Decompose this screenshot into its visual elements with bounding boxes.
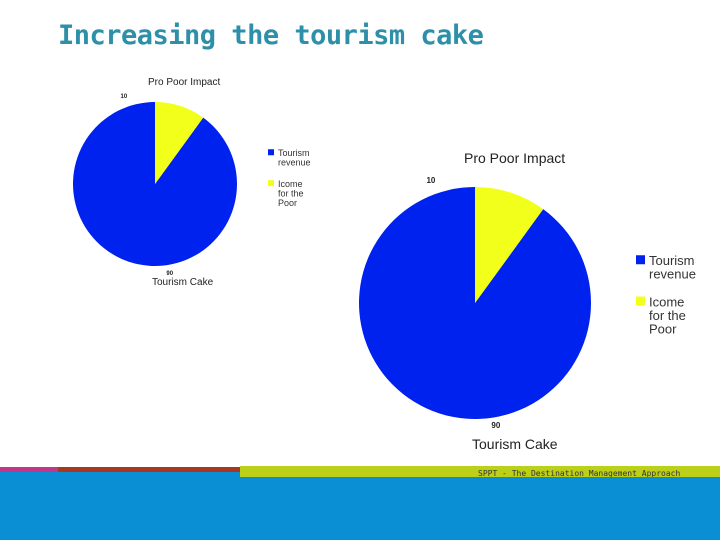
pie-chart-large: Pro Poor Impact 90 10 Tourism Cake Tourismre…	[359, 150, 696, 452]
pie-chart-small: Pro Poor Impact 90 10 Tourism Cake Tourismre…	[72, 77, 311, 288]
large-pie-xlabel: Tourism Cake	[472, 436, 558, 452]
large-pie-legend-label-1: for the	[649, 308, 686, 323]
slide-title: Increasing the tourism cake	[58, 20, 484, 51]
large-pie-title: Pro Poor Impact	[464, 150, 565, 166]
small-pie-slice-0	[72, 102, 237, 266]
footer-stripe-pink	[0, 467, 58, 472]
large-pie-legend-label-1: Poor	[649, 322, 677, 337]
large-pie-data-label-1: 10	[426, 176, 435, 185]
large-pie-slice-1	[475, 187, 544, 303]
large-pie-data-label-0: 90	[491, 421, 500, 430]
footer-band-top	[0, 472, 240, 477]
footer-band	[0, 477, 720, 540]
small-pie-xlabel: Tourism Cake	[152, 277, 214, 288]
small-pie-legend-label-0: Tourism	[278, 148, 310, 158]
small-pie-legend-label-0: revenue	[278, 157, 311, 167]
small-pie-legend-label-1: Icome	[278, 179, 303, 189]
small-pie-legend-label-1: for the	[278, 188, 304, 198]
footer-text: SPPT - The Destination Management Approa…	[478, 469, 681, 478]
small-pie-data-label-0: 90	[166, 271, 173, 277]
footer-stripes	[0, 466, 720, 479]
small-pie-data-label-1: 10	[120, 94, 127, 100]
small-pie-legend-label-1: Poor	[278, 198, 297, 208]
large-pie-legend-label-0: Tourism	[649, 253, 695, 268]
large-pie-legend-label-0: revenue	[649, 267, 696, 282]
small-pie-title: Pro Poor Impact	[148, 77, 220, 88]
footer-stripe-green	[240, 466, 720, 479]
footer-stripe-brown	[58, 467, 240, 472]
small-pie-legend-swatch-1	[268, 180, 274, 187]
small-pie-legend-swatch-0	[268, 149, 274, 156]
large-pie-legend-swatch-0	[636, 255, 645, 265]
large-pie-legend-label-1: Icome	[649, 294, 684, 309]
large-pie-legend-swatch-1	[636, 296, 645, 306]
small-pie-slice-1	[155, 102, 204, 184]
